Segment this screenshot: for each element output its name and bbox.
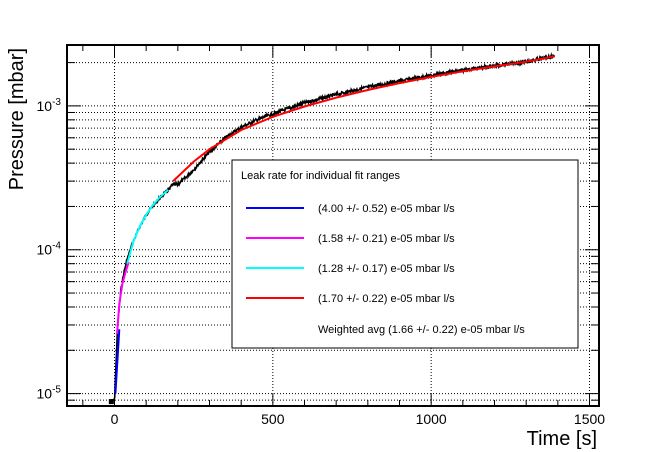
legend-summary: Weighted avg (1.66 +/- 0.22) e-05 mbar l… <box>318 324 525 336</box>
x-tick-label: 1500 <box>574 411 605 427</box>
fit-curve-3 <box>126 189 169 264</box>
legend-label-4: (1.70 +/- 0.22) e-05 mbar l/s <box>318 293 455 305</box>
x-axis-title: Time [s] <box>527 428 597 450</box>
y-tick-label: 10-3 <box>37 97 62 114</box>
legend-label-1: (4.00 +/- 0.52) e-05 mbar l/s <box>318 203 455 215</box>
legend-box <box>231 159 579 349</box>
plot-frame <box>66 44 600 407</box>
legend-label-2: (1.58 +/- 0.21) e-05 mbar l/s <box>318 233 455 245</box>
data-start-marker <box>108 399 114 405</box>
fit-curve-1 <box>114 329 121 394</box>
y-tick-label: 10-5 <box>37 385 62 402</box>
legend-label-3: (1.28 +/- 0.17) e-05 mbar l/s <box>318 263 455 275</box>
x-tick-label: 1000 <box>416 411 447 427</box>
legend: Leak rate for individual fit ranges (4.0… <box>231 159 579 349</box>
y-tick-label: 10-4 <box>37 241 62 258</box>
tick-labels: 0 500 1000 1500 10-5 10-4 10-3 <box>37 97 606 427</box>
y-axis-title: Pressure [mbar] <box>6 48 28 190</box>
fit-curve-4 <box>172 55 555 182</box>
x-tick-label: 500 <box>261 411 285 427</box>
fit-curves <box>114 55 555 394</box>
axis-ticks <box>67 45 599 406</box>
fit-curve-2 <box>116 261 130 334</box>
legend-entries: (4.00 +/- 0.52) e-05 mbar l/s (1.58 +/- 0… <box>246 203 455 305</box>
x-tick-label: 0 <box>111 411 119 427</box>
legend-title: Leak rate for individual fit ranges <box>241 170 400 182</box>
